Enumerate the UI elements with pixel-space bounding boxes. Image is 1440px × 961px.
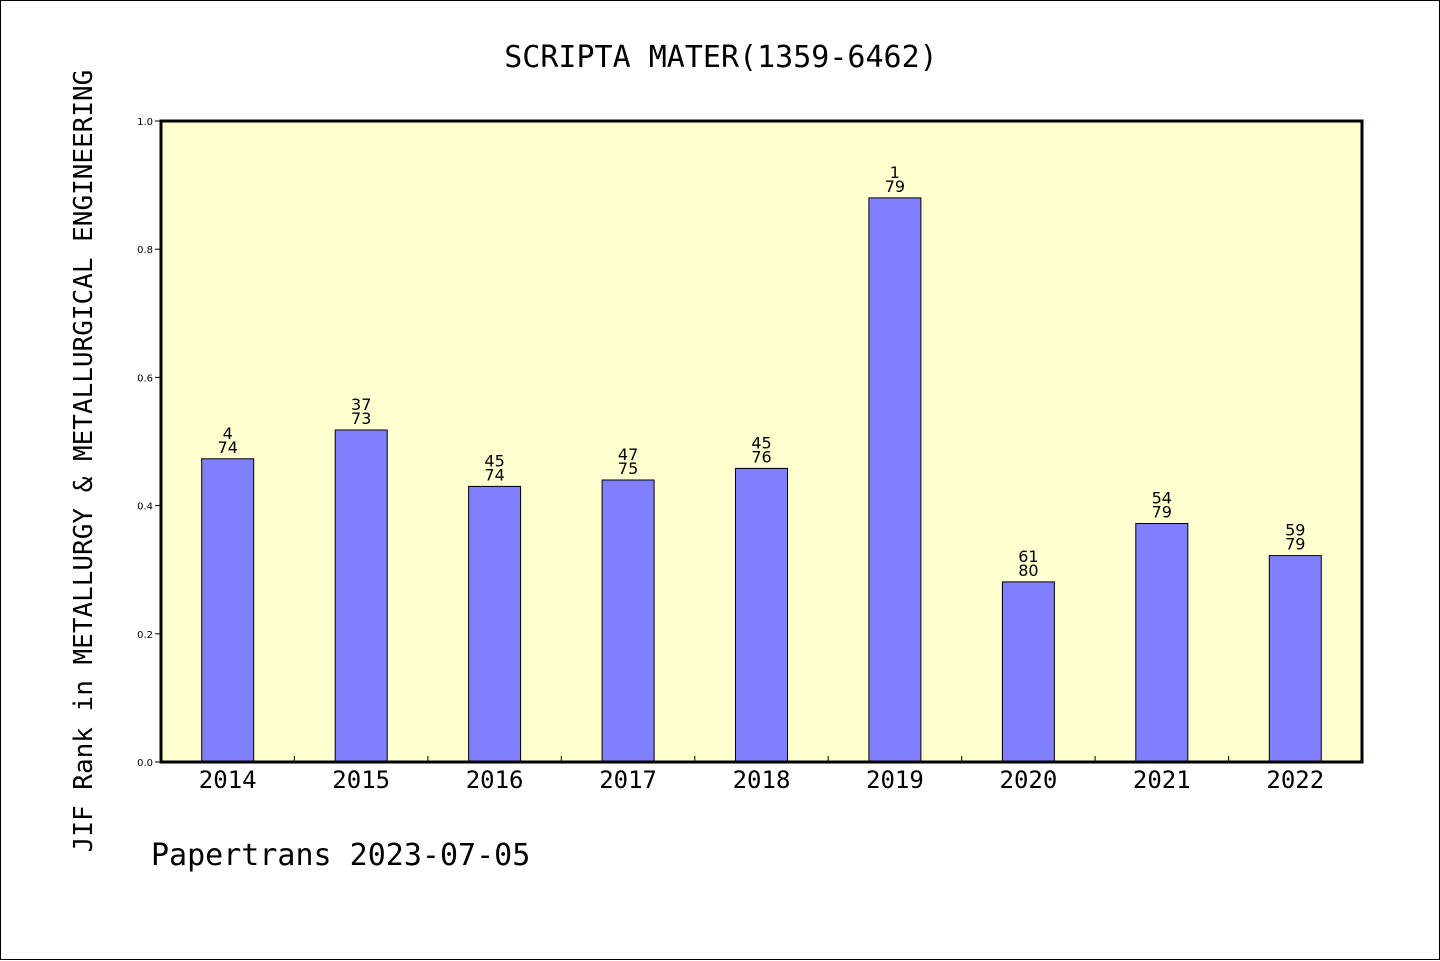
y-tick-label: 1.0 [137,117,153,128]
bars-layer [201,197,1322,763]
x-tick-label-2018: 2018 [733,766,791,794]
bar-total-label-2021: 79 [1152,503,1172,522]
footer-text: Papertrans 2023-07-05 [151,838,530,873]
bar-2016 [468,485,522,763]
y-tick-label: 0.8 [137,245,153,256]
bar-total-label-2015: 73 [351,409,371,428]
bar-total-label-2019: 79 [885,177,905,196]
x-tick-label-2015: 2015 [332,766,390,794]
bar-2022 [1268,555,1322,763]
bar-rank-label-2017: 47 [618,445,638,464]
bar-2017 [601,479,655,763]
bar-total-label-2022: 79 [1285,535,1305,554]
x-axis: 2014 2015 2016 2017 2018 2019 2020 2021 2022 [199,756,1324,794]
y-tick-label: 0.6 [137,373,153,384]
bar-rank-label-2018: 45 [751,433,771,452]
bar-rank-label-2020: 61 [1018,547,1038,566]
bar-rank-label-2014: 4 [223,424,233,443]
bar-rank-label-2015: 37 [351,395,371,414]
y-axis: 0.0 0.2 0.4 0.6 0.8 1.0 [137,117,161,769]
bar-total-label-2018: 76 [751,447,771,466]
x-tick-label-2020: 2020 [1000,766,1058,794]
bar-rank-label-2022: 59 [1285,521,1305,540]
bar-total-label-2017: 75 [618,459,638,478]
bar-rank-label-2021: 54 [1152,489,1172,508]
y-tick-label: 0.4 [137,502,153,513]
y-tick-label: 0.0 [137,758,153,769]
x-tick-label-2022: 2022 [1266,766,1324,794]
chart-title: SCRIPTA MATER(1359-6462) [504,40,937,75]
x-tick-label-2016: 2016 [466,766,524,794]
y-axis-label: JIF Rank in METALLURGY & METALLURGICAL E… [69,70,99,853]
bar-2019 [868,197,922,763]
bar-rank-label-2016: 45 [484,451,504,470]
x-tick-label-2021: 2021 [1133,766,1191,794]
bar-2015 [334,429,388,763]
x-tick-label-2019: 2019 [866,766,924,794]
x-tick-label-2014: 2014 [199,766,257,794]
bar-total-label-2020: 80 [1018,561,1038,580]
y-tick-label: 0.2 [137,630,153,641]
plot-border [159,119,1364,764]
bar-total-label-2016: 74 [484,465,504,484]
bar-2021 [1135,523,1189,763]
x-tick-label-2017: 2017 [599,766,657,794]
bar-total-label-2014: 74 [218,438,238,457]
bar-2018 [735,467,788,763]
bar-2020 [1001,581,1055,763]
bar-2014 [201,458,255,763]
bar-rank-label-2019: 1 [890,163,900,182]
